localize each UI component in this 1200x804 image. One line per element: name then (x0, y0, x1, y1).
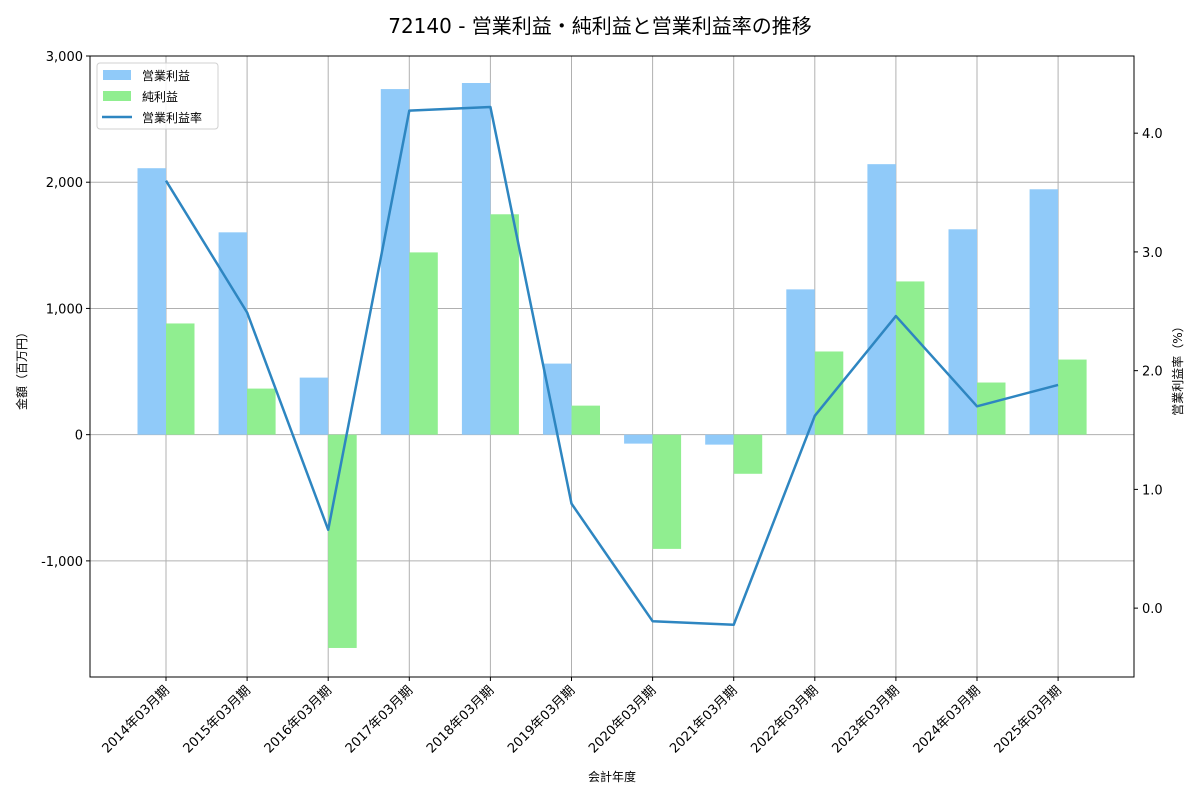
y-axis-left-label: 金額（百万円） (14, 326, 29, 410)
legend-label-net-profit: 純利益 (142, 90, 178, 104)
bar-operating-profit (299, 377, 329, 435)
bar-net-profit (247, 388, 276, 435)
x-axis-label: 会計年度 (588, 769, 636, 784)
bar-operating-profit (786, 289, 815, 435)
x-tick-label: 2018年03月期 (424, 683, 497, 756)
bar-net-profit (652, 434, 682, 549)
legend-label-margin: 営業利益率 (142, 110, 202, 125)
legend: 営業利益 純利益 営業利益率 (96, 62, 219, 130)
x-tick-label: 2025年03月期 (992, 683, 1065, 756)
bar-operating-profit (218, 232, 248, 435)
y-tick-label: 1,000 (46, 302, 83, 317)
bar-net-profit (328, 434, 357, 648)
bar-net-profit (733, 434, 763, 474)
bar-series (137, 83, 1087, 648)
bar-net-profit (409, 252, 438, 435)
bar-operating-profit (624, 434, 653, 444)
bar-net-profit (814, 351, 844, 435)
y-axis-right: 4.0 3.0 2.0 1.0 0.0 (1134, 127, 1163, 617)
bar-net-profit (1058, 359, 1087, 435)
bar-operating-profit (948, 229, 977, 435)
legend-swatch-operating-profit (103, 70, 131, 80)
bar-operating-profit (380, 89, 410, 435)
bar-net-profit (166, 323, 195, 435)
y-axis-left: 3,000 2,000 1,000 0 -1,000 (41, 50, 90, 570)
x-tick-label: 2021年03月期 (667, 683, 740, 756)
legend-label-operating-profit: 営業利益 (142, 69, 190, 83)
bar-net-profit (895, 281, 925, 435)
bar-operating-profit (543, 363, 572, 435)
x-tick-label: 2017年03月期 (343, 683, 416, 756)
x-tick-label: 2016年03月期 (262, 683, 335, 756)
line-operating-margin (164, 105, 1059, 627)
chart-title: 72140 - 営業利益・純利益と営業利益率の推移 (388, 14, 812, 38)
bar-operating-profit (461, 83, 491, 435)
bar-operating-profit (137, 168, 166, 435)
y-tick-label: 3,000 (46, 50, 83, 65)
x-tick-label: 2020年03月期 (586, 683, 659, 756)
y-right-tick-label: 4.0 (1142, 127, 1163, 142)
bar-operating-profit (705, 434, 734, 445)
y-right-tick-label: 3.0 (1142, 246, 1163, 261)
x-tick-label: 2023年03月期 (829, 683, 902, 756)
bar-operating-profit (867, 164, 896, 435)
bar-net-profit (571, 405, 600, 435)
y-right-tick-label: 2.0 (1142, 365, 1163, 380)
y-tick-label: 0 (75, 429, 83, 444)
bar-net-profit (490, 214, 519, 435)
y-tick-label: -1,000 (41, 555, 83, 570)
y-right-tick-label: 0.0 (1142, 602, 1163, 617)
line-series (164, 105, 1059, 627)
y-tick-label: 2,000 (46, 176, 83, 191)
x-tick-label: 2019年03月期 (505, 683, 578, 756)
bar-net-profit (977, 382, 1006, 435)
x-tick-label: 2022年03月期 (748, 683, 821, 756)
x-tick-label: 2015年03月期 (181, 683, 254, 756)
y-right-tick-label: 1.0 (1142, 483, 1163, 498)
plot-frame (89, 55, 1135, 678)
y-axis-right-label: 営業利益率（%） (1170, 320, 1185, 415)
bar-operating-profit (1029, 189, 1059, 435)
x-axis: 2014年03月期 2015年03月期 2016年03月期 2017年03月期 2018… (100, 677, 1065, 757)
x-tick-label: 2014年03月期 (100, 683, 173, 756)
legend-swatch-net-profit (103, 91, 131, 101)
x-tick-label: 2024年03月期 (911, 683, 984, 756)
